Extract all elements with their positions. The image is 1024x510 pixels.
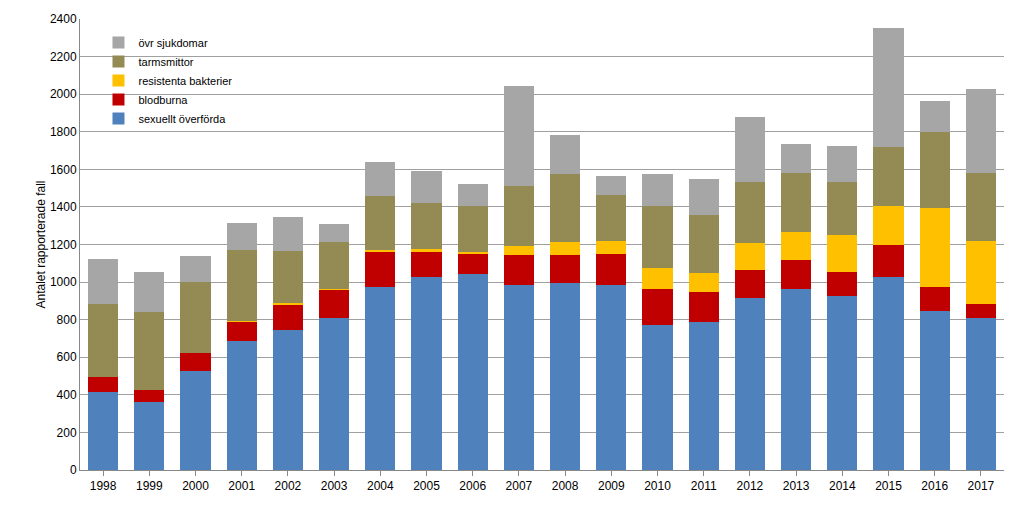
svg-text:2005: 2005 bbox=[413, 479, 440, 493]
svg-text:2013: 2013 bbox=[783, 479, 810, 493]
svg-text:2400: 2400 bbox=[50, 12, 77, 26]
svg-text:2000: 2000 bbox=[182, 479, 209, 493]
svg-text:2008: 2008 bbox=[552, 479, 579, 493]
svg-text:600: 600 bbox=[57, 350, 77, 364]
svg-text:2012: 2012 bbox=[737, 479, 764, 493]
svg-text:800: 800 bbox=[57, 313, 77, 327]
svg-text:2009: 2009 bbox=[598, 479, 625, 493]
svg-text:2006: 2006 bbox=[459, 479, 486, 493]
svg-text:2002: 2002 bbox=[275, 479, 302, 493]
svg-text:1400: 1400 bbox=[50, 200, 77, 214]
svg-text:2200: 2200 bbox=[50, 50, 77, 64]
svg-text:2003: 2003 bbox=[321, 479, 348, 493]
svg-text:2017: 2017 bbox=[968, 479, 995, 493]
svg-text:blodburna: blodburna bbox=[138, 94, 188, 106]
svg-text:2007: 2007 bbox=[506, 479, 533, 493]
svg-text:1998: 1998 bbox=[90, 479, 117, 493]
svg-text:1000: 1000 bbox=[50, 275, 77, 289]
svg-text:2000: 2000 bbox=[50, 87, 77, 101]
svg-text:2014: 2014 bbox=[829, 479, 856, 493]
svg-text:1800: 1800 bbox=[50, 125, 77, 139]
svg-text:2015: 2015 bbox=[875, 479, 902, 493]
svg-text:2011: 2011 bbox=[691, 479, 717, 493]
svg-text:Antalet rapporterade fall: Antalet rapporterade fall bbox=[34, 180, 48, 308]
svg-text:400: 400 bbox=[57, 388, 77, 402]
svg-text:tarmsmittor: tarmsmittor bbox=[138, 56, 193, 68]
svg-text:sexuellt överförda: sexuellt överförda bbox=[138, 113, 226, 125]
svg-text:1200: 1200 bbox=[50, 238, 77, 252]
svg-text:2010: 2010 bbox=[644, 479, 671, 493]
svg-text:övr sjukdomar: övr sjukdomar bbox=[138, 37, 207, 49]
svg-text:resistenta bakterier: resistenta bakterier bbox=[138, 75, 232, 87]
svg-text:2016: 2016 bbox=[921, 479, 948, 493]
svg-text:2004: 2004 bbox=[367, 479, 394, 493]
svg-text:1600: 1600 bbox=[50, 163, 77, 177]
svg-text:0: 0 bbox=[70, 463, 77, 477]
svg-text:200: 200 bbox=[57, 426, 77, 440]
svg-text:1999: 1999 bbox=[136, 479, 163, 493]
svg-text:2001: 2001 bbox=[228, 479, 255, 493]
